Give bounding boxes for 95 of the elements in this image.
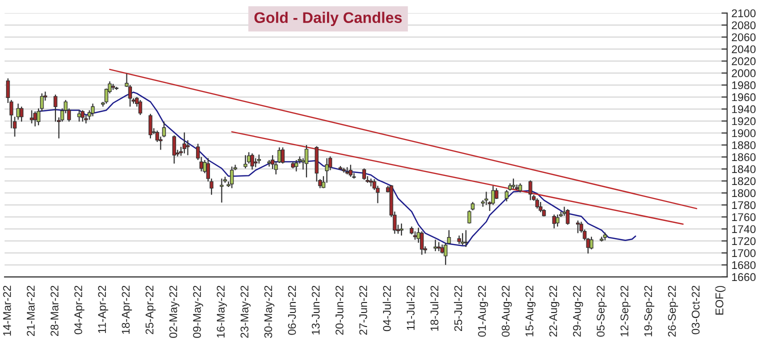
x-tick-label: 18-Jul-22: [430, 286, 438, 331]
x-tick-label: 20-Jun-22: [336, 286, 344, 335]
y-tick-label: 2040: [732, 45, 756, 54]
candlestick: [33, 110, 37, 127]
candlestick: [138, 99, 142, 116]
candlestick: [230, 166, 234, 189]
y-tick-label: 1740: [732, 225, 756, 234]
candlestick: [348, 164, 352, 178]
candlestick: [566, 208, 570, 226]
x-tick-label: 30-May-22: [264, 286, 274, 338]
y-tick-label: 1940: [732, 105, 756, 114]
y-tick-label: 1860: [732, 153, 756, 162]
candlestick: [464, 230, 468, 248]
candlestick: [54, 94, 58, 122]
candlestick: [162, 121, 166, 138]
y-tick-label: 1900: [732, 129, 756, 138]
candlestick: [277, 146, 282, 164]
candlestick: [512, 178, 516, 190]
candlestick: [434, 239, 438, 252]
x-tick-label: 11-Apr-22: [98, 286, 108, 333]
y-tick-label: 1720: [732, 237, 756, 246]
y-tick-label: 1760: [732, 213, 756, 222]
candlestick: [182, 132, 186, 154]
x-tick-label: 29-Aug-22: [572, 286, 584, 337]
x-tick-label: 11-Jul-22: [406, 286, 415, 330]
x-tick-label: 01-Aug-22: [478, 286, 488, 337]
x-tick-label: 18-Apr-22: [122, 286, 132, 334]
y-tick-label: 2080: [732, 21, 756, 30]
x-tick-label: 16-May-22: [216, 286, 227, 338]
chart-title: Gold - Daily Candles: [254, 12, 402, 26]
candlestick: [250, 152, 254, 170]
y-tick-label: 2060: [732, 33, 756, 42]
candlestick: [494, 188, 498, 200]
x-tick-label: 23-May-22: [240, 286, 251, 338]
y-tick-label: 1800: [732, 189, 756, 198]
x-tick-label: 25-Jul-22: [454, 286, 462, 332]
y-tick-label: 1700: [732, 249, 756, 258]
candlestick: [504, 189, 509, 202]
candlestick: [345, 166, 350, 175]
x-tick-label: 05-Sep-22: [596, 286, 607, 337]
candlestick: [400, 222, 404, 236]
line-series: [38, 92, 636, 246]
y-tick-label: 2000: [732, 69, 756, 78]
x-tick-label: 06-Jun-22: [288, 286, 296, 335]
candlestick: [172, 134, 176, 164]
y-tick-label: 1920: [732, 117, 756, 126]
x-tick-label: 02-May-22: [169, 286, 180, 338]
candlestick: [244, 154, 248, 169]
candlestick: [246, 152, 251, 164]
x-tick-label: 08-Aug-22: [502, 286, 512, 337]
x-tick-label: 04-Apr-22: [74, 286, 84, 334]
x-tick-label: EOF(): [715, 286, 726, 315]
candlestick: [576, 220, 580, 234]
x-tick-label: 19-Sep-22: [644, 286, 654, 336]
candlestick: [556, 214, 560, 228]
candlestick: [304, 144, 308, 178]
candlestick: [20, 106, 24, 122]
candlestick: [538, 201, 542, 213]
y-tick-label: 1960: [732, 93, 756, 102]
y-tick-label: 1880: [732, 141, 756, 150]
x-tick-label: 27-Jun-22: [359, 286, 368, 335]
x-tick-label: 03-Oct-22: [692, 286, 700, 334]
candlestick: [436, 242, 441, 252]
x-tick-label: 25-Apr-22: [146, 286, 156, 334]
candlestick: [420, 230, 424, 256]
x-tick-label: 22-Aug-22: [549, 286, 560, 337]
candlestick: [535, 198, 540, 210]
candlestick: [148, 113, 152, 139]
y-tick-label: 2020: [732, 57, 756, 66]
y-tick-label: 1840: [732, 165, 756, 174]
candlestick: [280, 146, 285, 164]
x-tick-label: 26-Sep-22: [668, 286, 678, 337]
x-tick-label: 15-Aug-22: [526, 286, 536, 336]
y-tick-label: 1660: [732, 273, 756, 282]
x-tick-label: 04-Jul-22: [382, 286, 391, 332]
candlestick: [294, 159, 298, 172]
x-tick-label: 21-Mar-22: [26, 286, 35, 336]
candlestick: [484, 191, 488, 206]
y-tick-label: 2100: [732, 9, 756, 18]
candlestick: [80, 110, 84, 122]
x-tick-label: 13-Jun-22: [312, 286, 320, 334]
y-tick-label: 1980: [732, 81, 756, 90]
candlestick: [362, 168, 366, 180]
candlestick: [90, 103, 95, 117]
x-tick-label: 09-May-22: [193, 286, 204, 338]
candlestick: [186, 140, 190, 156]
y-tick-label: 1780: [732, 201, 756, 210]
candlestick: [467, 210, 472, 224]
candlestick: [590, 236, 594, 250]
x-tick-label: 28-Mar-22: [50, 286, 58, 336]
candlestick: [528, 180, 532, 201]
x-tick-label: 12-Sep-22: [620, 286, 631, 336]
y-tick-label: 1820: [732, 177, 756, 186]
x-tick-label: 14-Mar-22: [3, 286, 11, 336]
y-tick-label: 1680: [732, 261, 756, 270]
